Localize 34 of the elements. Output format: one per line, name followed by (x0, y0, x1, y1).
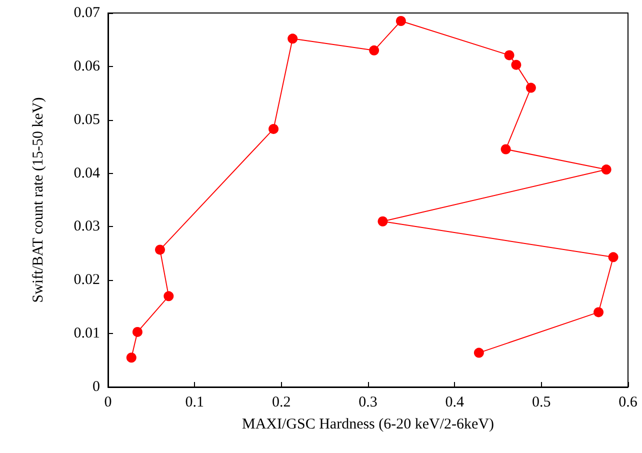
x-tick-label: 0.2 (272, 394, 291, 410)
point (164, 291, 174, 302)
point (500, 144, 511, 154)
x-tick-label: 0.4 (445, 394, 465, 410)
x-tick-label: 0.6 (618, 394, 638, 410)
x-tick-label: 0.1 (185, 394, 204, 410)
point (126, 352, 136, 363)
point (601, 164, 612, 175)
y-tick-label: 0.07 (74, 5, 100, 21)
y-tick-label: 0.03 (74, 218, 100, 235)
point (474, 348, 484, 358)
point (132, 326, 142, 337)
y-tick-label: 0.05 (74, 112, 100, 128)
point (608, 252, 618, 262)
point (288, 34, 298, 44)
y-tick-label: 0.06 (74, 58, 100, 74)
x-axis-title: MAXI/GSC Hardness (6-20 keV/2-6keV) (242, 416, 494, 432)
point (396, 16, 406, 26)
point (155, 244, 165, 255)
point (594, 307, 604, 318)
y-tick-label: 0.01 (74, 326, 100, 342)
point (511, 60, 522, 70)
point (268, 124, 279, 134)
x-tick-label: 0.5 (532, 394, 551, 410)
x-tick-label: 0.3 (358, 394, 378, 410)
y-tick-label: 0.02 (74, 272, 100, 288)
x-tick-label: 0 (104, 394, 112, 410)
point (378, 216, 388, 226)
y-tick-label: 0.04 (74, 165, 100, 182)
y-tick-label: 0 (92, 379, 100, 395)
point (504, 50, 514, 60)
point (526, 82, 536, 93)
y-axis-title: Swift/BAT count rate (15-50 keV) (30, 97, 46, 303)
point (369, 45, 380, 56)
